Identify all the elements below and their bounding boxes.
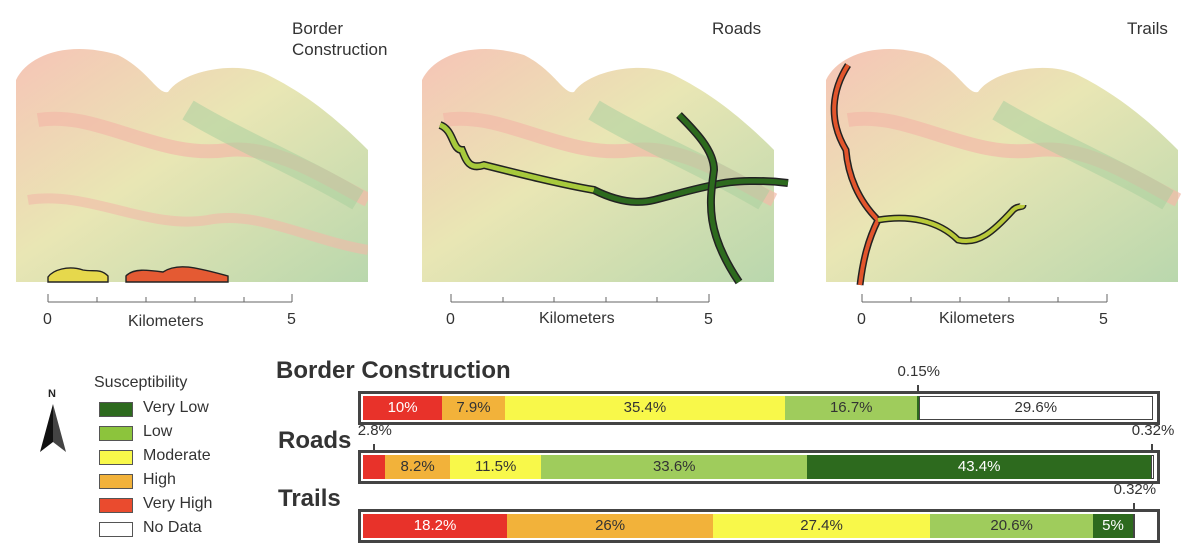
scalebar-ticks xyxy=(861,294,1108,303)
bar-segment-high: 8.2% xyxy=(385,455,451,479)
scale-end: 5 xyxy=(287,311,296,328)
bar-segment-callout-tick xyxy=(1133,503,1136,509)
north-label: N xyxy=(48,388,56,400)
bar-segment-very-high: 10% xyxy=(363,396,443,420)
scale-unit: Kilometers xyxy=(539,310,615,327)
legend-title: Susceptibility xyxy=(94,374,188,391)
map-border-construction xyxy=(16,49,368,283)
legend-label: Very High xyxy=(143,495,213,512)
stacked-bar-trails: 18.2% 26% 27.4% 20.6% 5% xyxy=(358,509,1160,543)
bar-segment-label: 0.32% xyxy=(1131,422,1175,439)
legend-swatch xyxy=(99,522,133,537)
bar-segment-callout-tick xyxy=(373,444,376,450)
bar-segment-no-data xyxy=(1132,514,1136,538)
bar-segment-label: 0.32% xyxy=(1113,481,1157,498)
bar-segment-label: 0.15% xyxy=(897,363,941,380)
bar-segment-no-data xyxy=(1151,455,1154,479)
bar-segment-high: 26% xyxy=(507,514,714,538)
stacked-bar-border-construction: 10% 7.9% 35.4% 16.7% 29.6% xyxy=(358,391,1160,425)
map-roads xyxy=(422,49,789,285)
scalebar-roads: 0 Kilometers 5 xyxy=(443,290,723,330)
scalebar-ticks xyxy=(450,294,710,303)
scale-end: 5 xyxy=(1099,311,1108,328)
map-title-roads: Roads xyxy=(712,19,762,38)
bar-segment-very-low xyxy=(917,396,920,420)
legend-label: High xyxy=(143,471,176,488)
north-arrow: N xyxy=(38,388,68,454)
scalebar-border-construction: 0 Kilometers 5 xyxy=(40,290,300,330)
bar-segment-low: 20.6% xyxy=(930,514,1094,538)
legend-label: Very Low xyxy=(143,399,209,416)
map-trails xyxy=(826,49,1182,286)
bar-segment-moderate: 11.5% xyxy=(450,455,542,479)
legend-label: Low xyxy=(143,423,173,440)
bar-title-border-construction: Border Construction xyxy=(276,357,511,384)
bar-segment-very-low: 5% xyxy=(1093,514,1133,538)
bar-segment-moderate: 27.4% xyxy=(713,514,931,538)
legend-swatch xyxy=(99,402,133,417)
legend-label: Moderate xyxy=(143,447,211,464)
bar-segment-moderate: 35.4% xyxy=(504,396,786,420)
scalebar-trails: 0 Kilometers 5 xyxy=(854,290,1124,330)
legend-swatch xyxy=(99,498,133,513)
legend-label: No Data xyxy=(143,519,202,536)
scale-start: 0 xyxy=(857,311,866,328)
bar-segment-no-data: 29.6% xyxy=(918,396,1153,420)
bar-segment-callout-tick xyxy=(916,385,919,391)
scale-start: 0 xyxy=(446,311,455,328)
legend: Susceptibility Very Low Low Moderate High Ve… xyxy=(30,370,260,545)
legend-swatch xyxy=(99,426,133,441)
bar-segment-label: 2.8% xyxy=(357,422,392,439)
map-title-border-construction: Border Construction xyxy=(292,19,388,59)
legend-swatch xyxy=(99,450,133,465)
bar-segment-very-high: 18.2% xyxy=(363,514,508,538)
stacked-bar-roads: 8.2% 11.5% 33.6% 43.4% xyxy=(358,450,1160,484)
bar-segment-low: 33.6% xyxy=(541,455,808,479)
scale-unit: Kilometers xyxy=(128,313,204,330)
bar-title-roads: Roads xyxy=(278,427,352,454)
bar-segment-very-low: 43.4% xyxy=(807,455,1152,479)
legend-swatch xyxy=(99,474,133,489)
scale-end: 5 xyxy=(704,311,713,328)
bar-segment-low: 16.7% xyxy=(785,396,918,420)
north-arrow-icon xyxy=(40,404,66,452)
map-title-trails: Trails xyxy=(1127,19,1168,38)
bar-segment-very-high xyxy=(363,455,386,479)
scale-unit: Kilometers xyxy=(939,310,1015,327)
scale-start: 0 xyxy=(43,311,52,328)
bar-segment-high: 7.9% xyxy=(442,396,505,420)
scalebar-ticks xyxy=(47,294,293,303)
bar-title-trails: Trails xyxy=(278,485,341,512)
bar-segment-callout-tick xyxy=(1151,444,1154,450)
